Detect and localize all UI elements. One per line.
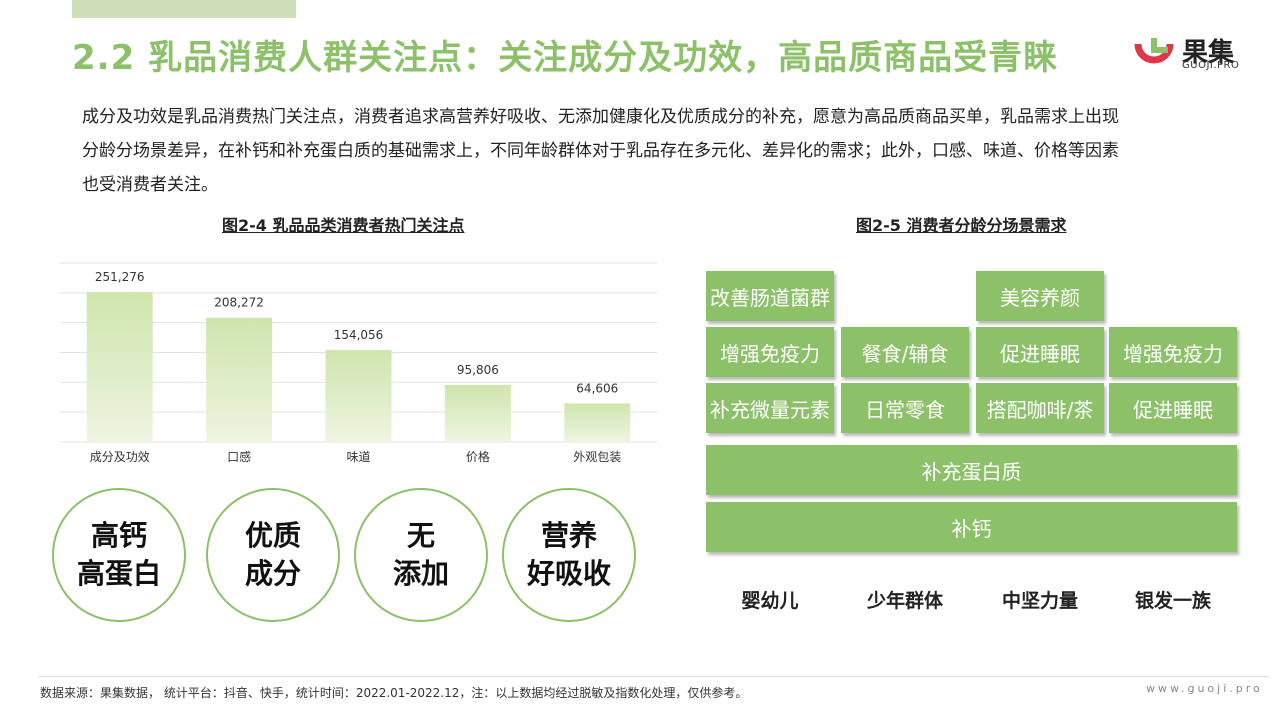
feature-circle: 高钙 高蛋白	[52, 488, 186, 622]
footer-divider	[38, 676, 1268, 677]
bar	[564, 403, 631, 442]
need-cell: 补充微量元素	[706, 383, 834, 433]
need-cell: 搭配咖啡/茶	[976, 383, 1104, 433]
bar-value-label: 95,806	[457, 363, 499, 377]
feature-circle-text: 优质	[244, 519, 301, 552]
category-label: 价格	[466, 449, 490, 464]
need-cell: 促进睡眠	[1109, 383, 1237, 433]
bar	[444, 384, 511, 442]
category-label: 成分及功效	[90, 449, 150, 464]
top-accent-bar	[72, 0, 296, 18]
age-group-label: 婴幼儿	[741, 590, 799, 612]
age-group-label: 中坚力量	[1001, 590, 1078, 612]
age-group-label: 少年群体	[866, 590, 943, 612]
intro-paragraph: 成分及功效是乳品消费热门关注点，消费者追求高营养好吸收、无添加健康化及优质成分的…	[82, 100, 1232, 202]
category-label: 外观包装	[573, 450, 621, 464]
feature-circle: 营养 好吸收	[502, 488, 636, 622]
logo-subtext: GUOJI.PRO	[1182, 60, 1240, 71]
data-source: 数据来源：果集数据， 统计平台：抖音、快手，统计时间：2022.01-2022.…	[40, 686, 748, 700]
feature-circle-text: 无	[406, 519, 435, 552]
bar	[86, 292, 153, 442]
feature-circle-text: 高钙	[90, 519, 147, 552]
need-cell: 日常零食	[841, 383, 969, 433]
bar-chart: 251,276 成分及功效 208,272 口感 154,056 味道 95,806 价格 64…	[60, 262, 657, 464]
website-url: www.guoji.pro	[1146, 682, 1263, 695]
bar-value-label: 154,056	[334, 328, 384, 342]
figure2-title: 图2-5 消费者分龄分场景需求	[856, 216, 1067, 235]
logo-text: 果集	[1182, 38, 1235, 68]
bar	[206, 317, 273, 442]
figure1-title: 图2-4 乳品品类消费者热门关注点	[222, 216, 465, 235]
feature-circle: 优质 成分	[206, 488, 340, 622]
intro-line: 也受消费者关注。	[82, 175, 218, 195]
need-cell: 增强免疫力	[706, 327, 834, 377]
bar-value-label: 64,606	[576, 381, 618, 395]
bar	[325, 350, 392, 442]
need-base-cell: 补钙	[706, 502, 1237, 552]
age-group-label: 银发一族	[1134, 590, 1211, 612]
need-base-cell: 补充蛋白质	[706, 445, 1237, 495]
category-label: 味道	[346, 450, 370, 464]
need-cell: 增强免疫力	[1109, 327, 1237, 377]
intro-line: 成分及功效是乳品消费热门关注点，消费者追求高营养好吸收、无添加健康化及优质成分的…	[82, 107, 1119, 127]
need-cell: 改善肠道菌群	[706, 271, 834, 321]
logo: 果集 GUOJI.PRO	[1132, 34, 1262, 74]
bar-value-label: 208,272	[214, 296, 264, 310]
feature-circle-text: 高蛋白	[76, 557, 161, 590]
need-cell: 促进睡眠	[976, 327, 1104, 377]
feature-circle-text: 添加	[392, 557, 449, 590]
need-cell: 餐食/辅食	[841, 327, 969, 377]
page-title: 2.2 乳品消费人群关注点：关注成分及功效，高品质商品受青睐	[72, 38, 1059, 78]
guoji-logo-icon	[1134, 38, 1174, 64]
feature-circle-text: 营养	[540, 519, 597, 552]
need-cell: 美容养颜	[976, 271, 1104, 321]
feature-circle: 无添加	[354, 488, 488, 622]
intro-line: 分龄分场景差异，在补钙和补充蛋白质的基础需求上，不同年龄群体对于乳品存在多元化、…	[82, 141, 1119, 161]
feature-circles: 高钙 高蛋白 优质 成分无添加 营养 好吸收	[52, 488, 642, 624]
category-label: 口感	[227, 449, 251, 464]
feature-circle-text: 好吸收	[526, 557, 611, 590]
bar-value-label: 251,276	[95, 270, 145, 284]
feature-circle-text: 成分	[244, 557, 301, 590]
